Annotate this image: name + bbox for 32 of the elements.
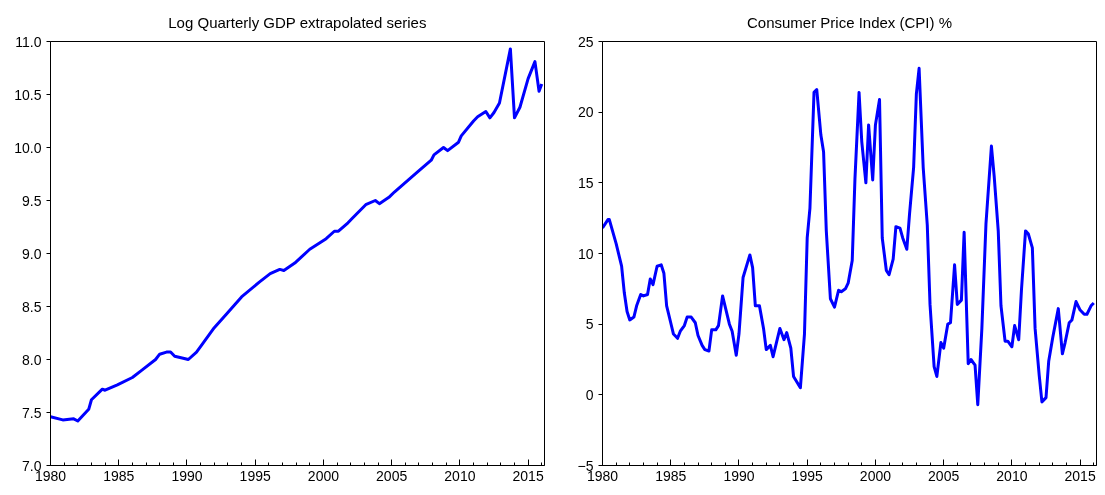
- y-tick-label: 7.5: [22, 404, 42, 421]
- x-tick-label: 2000: [307, 467, 340, 484]
- x-tick-label: 1990: [171, 467, 203, 484]
- y-tick-label: 25: [577, 33, 594, 50]
- line-series: [50, 47, 544, 423]
- x-tick-label: 1995: [239, 467, 271, 484]
- y-tick-label: 8.5: [22, 298, 42, 315]
- y-tick-label: 10.0: [14, 139, 42, 156]
- x-tick-label: 2000: [859, 467, 892, 484]
- x-tick-label: 2005: [928, 467, 960, 484]
- y-tick-label: 9.0: [22, 245, 42, 262]
- x-tick-label: 2010: [996, 467, 1028, 484]
- y-tick-label: 10: [577, 245, 594, 262]
- y-tick-label: 5: [585, 316, 594, 333]
- y-tick-label: 10.5: [14, 86, 42, 103]
- x-tick-label: 2015: [1064, 467, 1096, 484]
- x-tick-label: 2010: [444, 467, 476, 484]
- chart-title: Consumer Price Index (CPI) %: [746, 13, 953, 31]
- x-tick-label: 1990: [723, 467, 755, 484]
- x-tick-label: 1985: [655, 467, 687, 484]
- y-tick-label: 0: [585, 386, 594, 403]
- x-tick-label: 2005: [376, 467, 408, 484]
- y-tick-label: 9.5: [22, 192, 42, 209]
- x-tick-label: 2015: [512, 467, 544, 484]
- line-series: [602, 66, 1096, 407]
- y-tick-label: 20: [577, 104, 594, 121]
- chart-title: Log Quarterly GDP extrapolated series: [168, 13, 427, 31]
- x-tick-label: 1985: [103, 467, 135, 484]
- x-tick-label: 1995: [791, 467, 823, 484]
- y-tick-label: 11.0: [15, 33, 42, 50]
- y-tick-label: 15: [577, 174, 594, 191]
- y-tick-label: 8.0: [22, 351, 42, 368]
